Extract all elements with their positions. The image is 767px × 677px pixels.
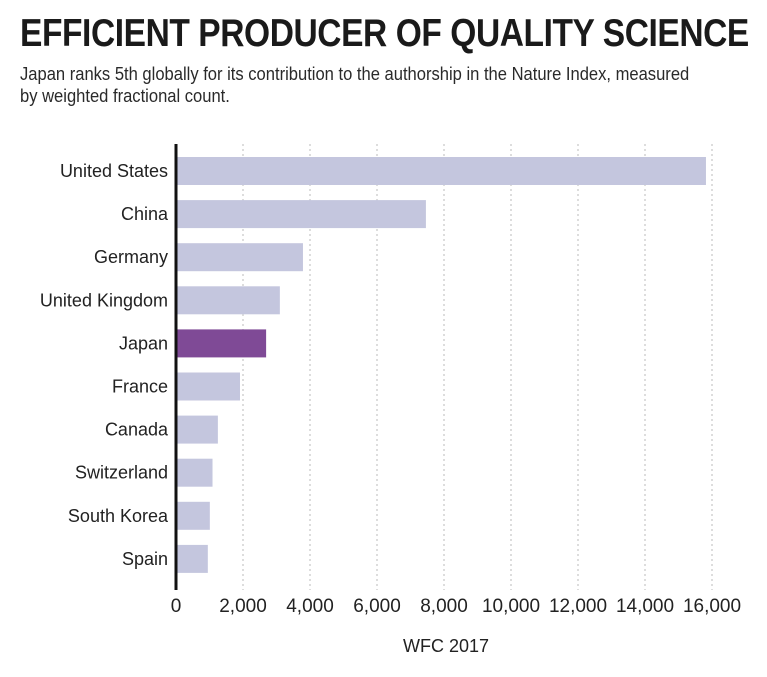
x-tick-label: 2,000 (219, 596, 267, 617)
category-label: Switzerland (75, 463, 168, 483)
x-axis-title: WFC 2017 (403, 636, 489, 656)
category-label: China (121, 204, 169, 224)
category-label: United States (60, 161, 168, 181)
category-label: United Kingdom (40, 290, 168, 310)
category-label: France (112, 377, 168, 397)
x-tick-label: 8,000 (420, 596, 468, 617)
category-label: Spain (122, 549, 168, 569)
category-label: Japan (119, 333, 168, 353)
bar-france (176, 372, 240, 401)
bar-spain (176, 544, 208, 573)
bar-united-states (176, 157, 706, 185)
bar-united-kingdom (176, 286, 280, 315)
bar-china (176, 200, 426, 229)
chart-title: EFFICIENT PRODUCER OF QUALITY SCIENCE (20, 12, 749, 55)
x-tick-label: 4,000 (286, 596, 334, 617)
x-tick-label: 10,000 (482, 596, 540, 617)
chart-subtitle: Japan ranks 5th globally for its contrib… (20, 64, 690, 106)
x-tick-label: 14,000 (616, 596, 674, 617)
bar-switzerland (176, 458, 213, 487)
category-labels: United States China Germany United Kingdom J… (40, 161, 169, 569)
category-label: Canada (105, 420, 169, 440)
bars (176, 157, 706, 573)
x-tick-labels: 0 2,000 4,000 6,000 8,000 10,000 12,000 14,000 1… (171, 596, 741, 617)
x-tick-label: 12,000 (549, 596, 607, 617)
gridlines (242, 144, 713, 590)
x-tick-label: 0 (171, 596, 182, 617)
category-label: South Korea (68, 506, 169, 526)
bar-germany (176, 243, 303, 272)
x-tick-label: 16,000 (683, 596, 741, 617)
x-tick-label: 6,000 (353, 596, 401, 617)
bar-canada (176, 415, 218, 444)
bar-japan (176, 329, 267, 358)
category-label: Germany (94, 247, 168, 267)
bar-south-korea (176, 501, 210, 530)
